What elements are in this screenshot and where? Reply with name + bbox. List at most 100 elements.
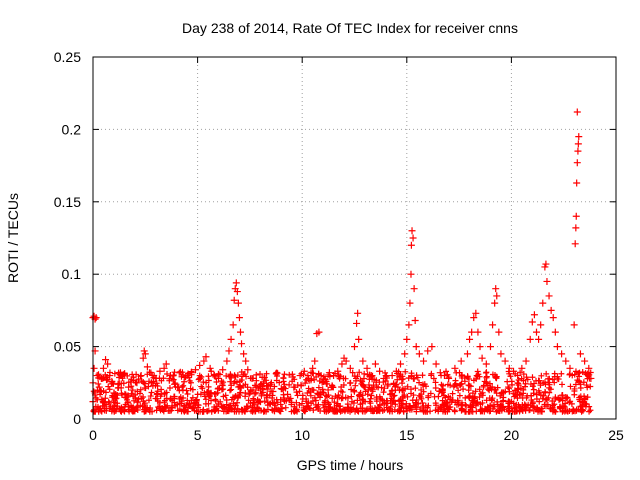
y-tick-label: 0.25 bbox=[54, 49, 81, 65]
band-point bbox=[327, 404, 334, 411]
band-point bbox=[139, 403, 146, 410]
data-point bbox=[175, 383, 183, 391]
band-point bbox=[396, 397, 403, 404]
band-point bbox=[184, 390, 191, 397]
band-point bbox=[170, 376, 177, 383]
band-point bbox=[560, 403, 567, 410]
band-point bbox=[455, 387, 462, 394]
data-point bbox=[543, 277, 551, 285]
data-point bbox=[353, 319, 361, 327]
band-point bbox=[359, 408, 366, 415]
data-point bbox=[542, 260, 550, 268]
band-point bbox=[289, 371, 296, 378]
band-point bbox=[342, 375, 349, 382]
band-point bbox=[329, 395, 336, 402]
band-point bbox=[408, 370, 415, 377]
data-point bbox=[342, 357, 350, 365]
band-point bbox=[567, 383, 574, 390]
band-point bbox=[134, 406, 141, 413]
data-point bbox=[321, 376, 329, 384]
band-point bbox=[569, 372, 576, 379]
band-point bbox=[281, 371, 288, 378]
band-point bbox=[187, 379, 194, 386]
band-point bbox=[396, 387, 403, 394]
data-point bbox=[244, 366, 252, 374]
data-point bbox=[472, 309, 480, 317]
band-point bbox=[238, 377, 245, 384]
data-point bbox=[160, 364, 168, 372]
band-point bbox=[545, 379, 552, 386]
band-point bbox=[286, 381, 293, 388]
band-point bbox=[446, 406, 453, 413]
band-point bbox=[463, 402, 470, 409]
band-point bbox=[174, 407, 181, 414]
band-point bbox=[458, 406, 465, 413]
band-point bbox=[351, 388, 358, 395]
band-point bbox=[232, 373, 239, 380]
band-point bbox=[197, 391, 204, 398]
band-point bbox=[413, 404, 420, 411]
band-point bbox=[521, 403, 528, 410]
band-point bbox=[118, 384, 125, 391]
band-point bbox=[432, 385, 439, 392]
band-point bbox=[583, 382, 590, 389]
band-point bbox=[376, 393, 383, 400]
data-point bbox=[196, 361, 204, 369]
band-point bbox=[234, 399, 241, 406]
band-point bbox=[260, 378, 267, 385]
data-point bbox=[407, 241, 415, 249]
band-point bbox=[325, 386, 332, 393]
band-point bbox=[552, 408, 559, 415]
band-point bbox=[199, 408, 206, 415]
band-point bbox=[111, 370, 118, 377]
band-point bbox=[393, 381, 400, 388]
data-point bbox=[334, 367, 342, 375]
data-point bbox=[501, 357, 509, 365]
band-point bbox=[571, 385, 578, 392]
data-point bbox=[351, 343, 358, 351]
data-point bbox=[573, 159, 581, 167]
data-point bbox=[572, 224, 580, 232]
data-point bbox=[558, 350, 566, 358]
band-point bbox=[368, 385, 375, 392]
band-point bbox=[105, 398, 112, 405]
data-point bbox=[108, 377, 116, 385]
band-point bbox=[410, 375, 417, 382]
band-point bbox=[293, 399, 300, 406]
band-point bbox=[410, 392, 417, 399]
band-point bbox=[181, 408, 188, 415]
data-point bbox=[355, 335, 363, 343]
band-point bbox=[223, 408, 230, 415]
band-point bbox=[360, 397, 367, 404]
data-point bbox=[432, 360, 440, 368]
band-point bbox=[131, 397, 138, 404]
band-point bbox=[543, 403, 550, 410]
band-point bbox=[222, 392, 229, 399]
x-tick-labels: 0 5 10 15 20 25 bbox=[89, 427, 624, 443]
band-point bbox=[538, 372, 545, 379]
y-tick-label: 0.05 bbox=[54, 339, 81, 355]
band-point bbox=[304, 372, 311, 379]
band-point bbox=[294, 382, 301, 389]
data-point bbox=[240, 350, 248, 358]
band-point bbox=[497, 402, 504, 409]
band-point bbox=[95, 380, 102, 387]
band-point bbox=[432, 379, 439, 386]
band-point bbox=[373, 377, 380, 384]
data-point bbox=[575, 133, 583, 141]
band-point bbox=[280, 378, 287, 385]
band-point bbox=[263, 394, 270, 401]
band-point bbox=[397, 371, 404, 378]
data-point bbox=[354, 309, 362, 317]
data-point bbox=[403, 335, 411, 343]
band-point bbox=[477, 408, 484, 415]
band-point bbox=[296, 401, 303, 408]
band-point bbox=[478, 407, 485, 414]
data-point bbox=[139, 354, 147, 362]
x-tick-label: 20 bbox=[504, 427, 520, 443]
band-point bbox=[159, 406, 166, 413]
band-point bbox=[212, 397, 219, 404]
data-point bbox=[380, 374, 388, 382]
band-point bbox=[505, 384, 512, 391]
